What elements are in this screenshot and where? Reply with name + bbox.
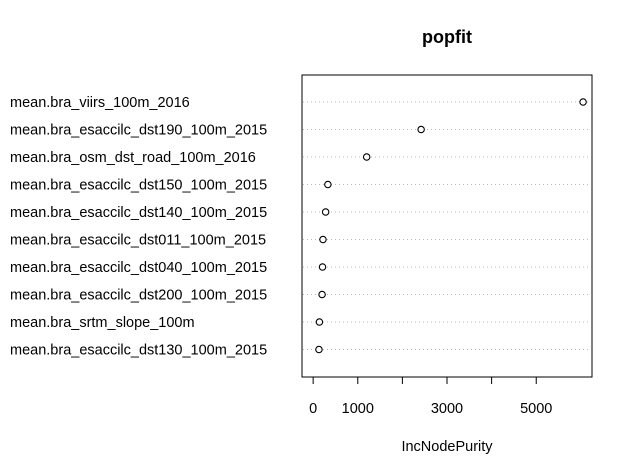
category-label: mean.bra_esaccilc_dst150_100m_2015 bbox=[10, 178, 267, 194]
data-point bbox=[321, 208, 330, 216]
x-axis-label: IncNodePurity bbox=[401, 439, 493, 455]
data-point bbox=[319, 235, 327, 244]
data-point bbox=[324, 180, 332, 189]
data-point bbox=[417, 125, 425, 134]
x-tick-label: 1000 bbox=[342, 401, 374, 417]
category-label: mean.bra_esaccilc_dst200_100m_2015 bbox=[10, 288, 267, 304]
plot-frame bbox=[301, 74, 593, 378]
category-label: mean.bra_esaccilc_dst011_100m_2015 bbox=[10, 233, 266, 249]
category-label: mean.bra_esaccilc_dst130_100m_2015 bbox=[10, 343, 267, 359]
data-point bbox=[318, 290, 326, 299]
category-label: mean.bra_osm_dst_road_100m_2016 bbox=[10, 150, 256, 166]
data-point bbox=[315, 345, 323, 354]
x-tick-label: 0 bbox=[309, 401, 317, 417]
data-point bbox=[579, 98, 587, 106]
category-label: mean.bra_esaccilc_dst140_100m_2015 bbox=[10, 205, 267, 221]
x-tick-label: 3000 bbox=[431, 401, 463, 417]
data-point bbox=[315, 318, 324, 326]
category-label: mean.bra_srtm_slope_100m bbox=[10, 315, 195, 331]
category-label: mean.bra_esaccilc_dst190_100m_2015 bbox=[10, 123, 267, 139]
data-point bbox=[362, 153, 371, 161]
chart-title: popfit bbox=[422, 27, 472, 47]
data-point bbox=[318, 263, 327, 271]
x-tick-label: 5000 bbox=[520, 401, 552, 417]
category-label: mean.bra_esaccilc_dst040_100m_2015 bbox=[10, 260, 267, 276]
category-label: mean.bra_viirs_100m_2016 bbox=[10, 95, 190, 111]
